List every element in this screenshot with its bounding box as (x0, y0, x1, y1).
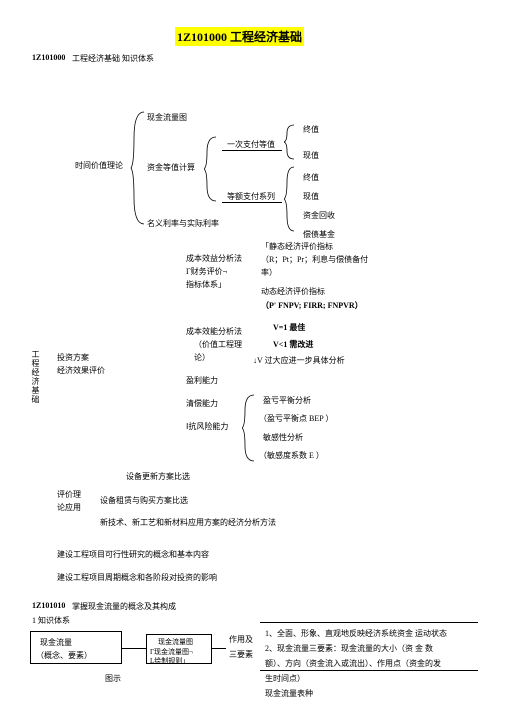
r4: 生时间点） (265, 673, 305, 684)
line-series (222, 202, 282, 203)
page-title: 1Z101000 工程经济基础 (175, 27, 304, 46)
rline-bot (260, 670, 478, 671)
brace-2 (204, 134, 222, 204)
b1b: （概念、要素） (36, 650, 92, 661)
node-timevalue: 时间价值理论 (75, 160, 123, 171)
b2c: L绘制规则」 (150, 656, 189, 666)
cx1: 成本效能分析法 (186, 326, 242, 337)
brace-5 (242, 392, 258, 464)
node-rate: 名义利率与实际利率 (147, 218, 219, 229)
sec2-code: 1Z101010 (32, 601, 65, 610)
pl-b: 设备租赁与购买方案比选 (100, 495, 188, 506)
brace-4 (284, 164, 298, 234)
r5: 现金流量表种 (265, 688, 313, 699)
v-zv2: 终值 (303, 172, 319, 183)
zy: 作用及 (229, 634, 253, 645)
side-label: 工程经济基础 (30, 350, 41, 404)
node-cashflow: 现金流量图 (147, 112, 187, 123)
cb1: 成本效益分析法 (186, 253, 242, 264)
cx2: （价值工程理 (194, 339, 242, 350)
rline-top (260, 622, 478, 623)
pl1: 评价理 (57, 489, 81, 500)
kf: Ⅰ抗风险能力 (186, 421, 228, 432)
r1: 1、全面、形象、直观地反映经济系统资金 运动状态 (265, 628, 447, 639)
qz: 清偿能力 (186, 398, 218, 409)
by3: 敏感性分析 (263, 432, 303, 443)
js2: 建设工程项目周期概念和各阶段对投资的影响 (57, 572, 217, 583)
cb3: 指标体系」 (186, 279, 226, 290)
cx3: 论） (194, 352, 210, 363)
dt1: 动态经济评价指标 (261, 286, 325, 297)
jz1: 「静态经济评价指标 (261, 241, 333, 252)
header-code: 1Z101000 (32, 53, 65, 62)
inv2: 经济效果评价 (57, 365, 105, 376)
v-xv1: 现值 (303, 150, 319, 161)
v-jh: 资金回收 (303, 210, 335, 221)
v-xv2: 现值 (303, 191, 319, 202)
conn-2 (212, 648, 226, 649)
yl: 盈利能力 (186, 375, 218, 386)
r2: 2、现金流量三要素：现金流量的大小（资 金 数 (265, 643, 433, 654)
v-cj: 偿债基金 (303, 229, 335, 240)
inv1: 投资方案 (57, 352, 89, 363)
pl-a: 设备更新方案比选 (126, 471, 190, 482)
sy: 三要素 (229, 649, 253, 660)
b2a: 现金流量图 (158, 637, 193, 647)
line-onepay (222, 150, 282, 151)
dt2: （P' FNPV; FIRR; FNPVR） (261, 300, 363, 311)
node-onepay: 一次支付等值 (227, 139, 275, 150)
vc2: ↓V 过大应进一步具体分析 (253, 355, 345, 366)
v-zv1: 终值 (303, 124, 319, 135)
by1: 盈亏平衡分析 (263, 395, 311, 406)
ts: 图示 (105, 673, 121, 684)
node-series: 等额支付系列 (227, 191, 275, 202)
js1: 建设工程项目可行性研究的概念和基本内容 (57, 549, 209, 560)
brace-3 (284, 122, 298, 162)
by2: （盈亏平衡点 BEP ） (259, 413, 333, 424)
sec2-rest: 掌握现金流量的概念及其构成 (72, 601, 176, 612)
header-rest: 工程经济基础 知识体系 (72, 53, 154, 64)
b1a: 现金流量 (40, 637, 72, 648)
node-equiv: 资金等值计算 (147, 162, 195, 173)
brace-1 (130, 108, 150, 228)
sec2-k1: 1 知识体系 (32, 615, 70, 626)
jz3: 率） (261, 267, 277, 278)
cb2: Г财务评价¬ (186, 266, 227, 277)
conn-1 (122, 648, 146, 649)
vc0: V=1 最佳 (273, 322, 305, 333)
vc1: V<1 需改进 (273, 339, 313, 350)
r3: 额）、方向（资金流入或流出）、作用点（资金的发 (265, 658, 441, 669)
pl2: 论应用 (57, 502, 81, 513)
by4: （敏感度系数 E ） (259, 450, 324, 461)
pl-c: 新技术、新工艺和新材料应用方案的经济分析方法 (100, 517, 276, 528)
jz2: （R；Pt；Pr；利息与偿债备付 (261, 254, 368, 265)
